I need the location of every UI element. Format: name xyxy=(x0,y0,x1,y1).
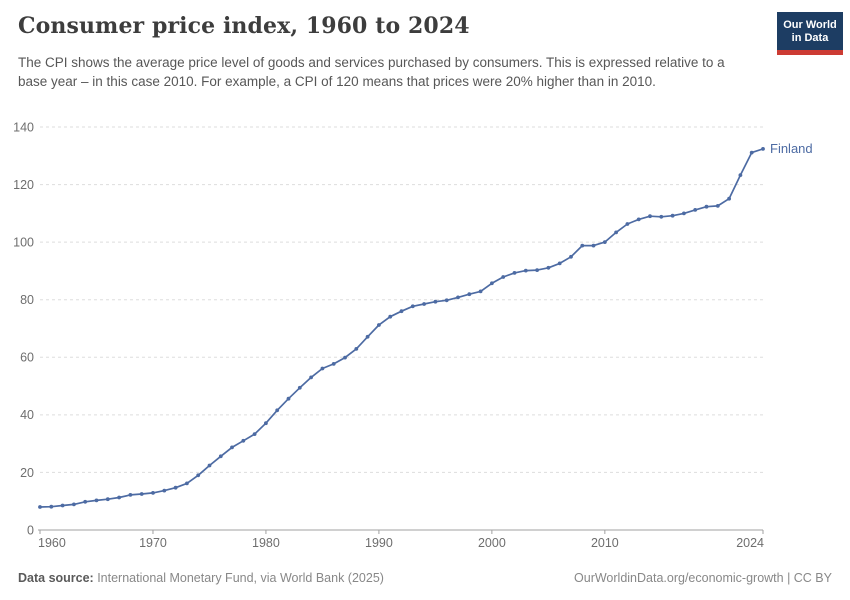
cpi-line-chart[interactable]: 0 20 40 60 80 100 120 140 1960 1970 1980 1990 2000 20… xyxy=(0,112,850,588)
owid-logo-line2: in Data xyxy=(791,32,829,44)
svg-text:20: 20 xyxy=(20,466,34,480)
finland-series-line xyxy=(39,148,764,508)
svg-text:80: 80 xyxy=(20,293,34,307)
data-source-label: Data source: xyxy=(18,571,94,585)
x-axis-labels: 1960 1970 1980 1990 2000 2010 2024 xyxy=(38,536,764,550)
svg-text:0: 0 xyxy=(27,523,34,537)
data-source: Data source: International Monetary Fund… xyxy=(18,571,384,585)
svg-text:100: 100 xyxy=(13,236,34,250)
svg-text:120: 120 xyxy=(13,178,34,192)
series-end-label: Finland xyxy=(770,141,813,156)
svg-text:40: 40 xyxy=(20,408,34,422)
svg-text:60: 60 xyxy=(20,351,34,365)
page-title: Consumer price index, 1960 to 2024 xyxy=(18,13,470,39)
svg-text:2024: 2024 xyxy=(736,536,764,550)
owid-logo-line1: Our World xyxy=(783,19,837,31)
svg-text:2000: 2000 xyxy=(478,536,506,550)
owid-logo[interactable]: Our World in Data xyxy=(777,12,843,55)
chart-subtitle: The CPI shows the average price level of… xyxy=(18,55,725,90)
finland-series-points xyxy=(38,147,765,509)
svg-text:2010: 2010 xyxy=(591,536,619,550)
y-axis-labels: 0 20 40 60 80 100 120 140 xyxy=(13,120,34,537)
svg-text:1970: 1970 xyxy=(139,536,167,550)
owid-credit-link[interactable]: OurWorldinData.org/economic-growth | CC … xyxy=(574,571,832,585)
x-axis xyxy=(38,529,764,534)
svg-text:140: 140 xyxy=(13,120,34,134)
svg-text:1990: 1990 xyxy=(365,536,393,550)
chart-footer: Data source: International Monetary Fund… xyxy=(18,571,832,585)
svg-text:1980: 1980 xyxy=(252,536,280,550)
data-source-text: International Monetary Fund, via World B… xyxy=(93,571,384,585)
y-gridlines xyxy=(40,126,763,473)
svg-text:1960: 1960 xyxy=(38,536,66,550)
